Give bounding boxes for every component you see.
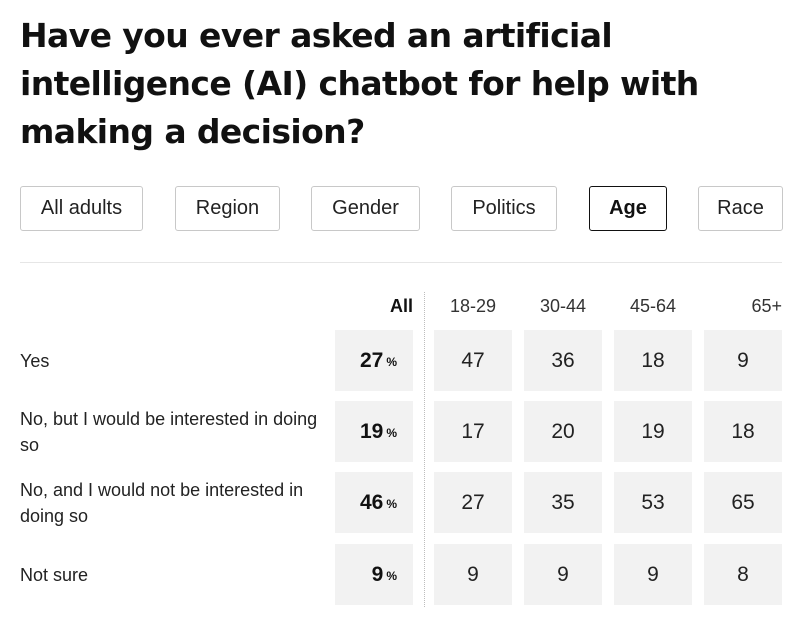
tab-all-adults[interactable]: All adults: [20, 186, 143, 231]
question-title: Have you ever asked an artificial intell…: [20, 16, 699, 151]
percent-sign: %: [386, 496, 397, 511]
age-value-cell: 35: [524, 472, 602, 533]
age-value-cell: 18: [704, 401, 782, 462]
column-header-45-64: 45-64: [629, 295, 677, 316]
all-column-divider: [424, 292, 425, 607]
column-header-30-44: 30-44: [539, 295, 587, 316]
divider: [20, 262, 782, 263]
age-value-cell: 18: [614, 330, 692, 391]
all-value: 27: [359, 348, 384, 372]
age-value-cell: 8: [704, 544, 782, 605]
all-value-cell: 19%: [335, 401, 413, 462]
percent-sign: %: [386, 354, 397, 369]
row-label: No, and I would not be interested in doi…: [20, 479, 304, 526]
row-label: Not sure: [20, 564, 89, 585]
age-value-cell: 65: [704, 472, 782, 533]
age-value-cell: 9: [704, 330, 782, 391]
row-label: No, but I would be interested in doing s…: [20, 408, 318, 455]
column-header-18-29: 18-29: [449, 295, 497, 316]
tab-race[interactable]: Race: [698, 186, 783, 231]
age-value-cell: 53: [614, 472, 692, 533]
age-value-cell: 17: [434, 401, 512, 462]
age-value-cell: 9: [614, 544, 692, 605]
tab-politics[interactable]: Politics: [451, 186, 557, 231]
age-value-cell: 36: [524, 330, 602, 391]
all-value: 19: [359, 419, 384, 443]
percent-sign: %: [386, 568, 397, 583]
tab-gender[interactable]: Gender: [311, 186, 420, 231]
age-value-cell: 47: [434, 330, 512, 391]
age-value-cell: 20: [524, 401, 602, 462]
all-value-cell: 46%: [335, 472, 413, 533]
column-header-65-plus: 65+: [751, 295, 782, 316]
all-value-cell: 9%: [335, 544, 413, 605]
all-value: 46: [359, 490, 384, 514]
row-label: Yes: [20, 350, 50, 371]
column-header-all: All: [389, 295, 413, 316]
age-value-cell: 9: [524, 544, 602, 605]
all-value: 9: [371, 562, 384, 586]
age-value-cell: 27: [434, 472, 512, 533]
age-value-cell: 19: [614, 401, 692, 462]
tab-region[interactable]: Region: [175, 186, 280, 231]
all-value-cell: 27%: [335, 330, 413, 391]
tab-age[interactable]: Age: [589, 186, 667, 231]
percent-sign: %: [386, 425, 397, 440]
age-value-cell: 9: [434, 544, 512, 605]
